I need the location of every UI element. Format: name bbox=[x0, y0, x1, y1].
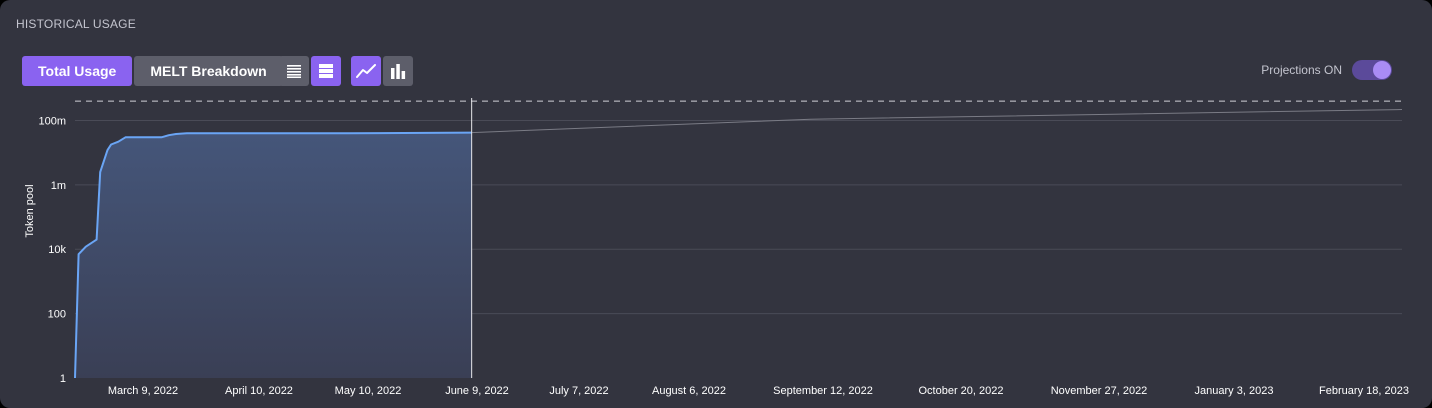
y-axis-title: Token pool bbox=[24, 184, 36, 237]
y-tick-label: 1m bbox=[51, 180, 66, 192]
projections-control: Projections ON bbox=[1261, 60, 1392, 80]
x-tick-label: September 12, 2022 bbox=[773, 385, 873, 397]
line-chart-button[interactable] bbox=[351, 56, 381, 86]
tab-melt-breakdown[interactable]: MELT Breakdown bbox=[134, 56, 283, 86]
toggle-knob bbox=[1373, 61, 1391, 79]
y-tick-label: 100m bbox=[38, 115, 66, 127]
list-view-button[interactable] bbox=[279, 56, 309, 86]
x-tick-label: May 10, 2022 bbox=[335, 385, 402, 397]
list-view-icon bbox=[287, 65, 301, 78]
projection-line bbox=[471, 109, 1403, 134]
x-tick-label: July 7, 2022 bbox=[549, 385, 608, 397]
chart-area bbox=[74, 98, 1403, 379]
chart-axes: 1 100 10k 1m 100m March 9, 2022 April 10, 2022… bbox=[38, 115, 1408, 397]
usage-tabs: Total Usage MELT Breakdown bbox=[22, 56, 283, 86]
y-tick-label: 10k bbox=[48, 244, 66, 256]
bar-chart-button[interactable] bbox=[383, 56, 413, 86]
projections-label: Projections ON bbox=[1261, 63, 1342, 77]
projections-toggle[interactable] bbox=[1352, 60, 1392, 80]
actual-usage-area bbox=[75, 132, 472, 378]
x-tick-label: January 3, 2023 bbox=[1195, 385, 1274, 397]
x-tick-label: August 6, 2022 bbox=[652, 385, 726, 397]
stacked-view-button[interactable] bbox=[311, 56, 341, 86]
tab-total-usage[interactable]: Total Usage bbox=[22, 56, 133, 86]
x-tick-label: October 20, 2022 bbox=[918, 385, 1003, 397]
stacked-view-icon bbox=[319, 64, 333, 78]
x-tick-label: February 18, 2023 bbox=[1319, 385, 1409, 397]
view-toggle-group bbox=[279, 56, 341, 86]
x-tick-label: April 10, 2022 bbox=[225, 385, 293, 397]
y-tick-label: 1 bbox=[60, 373, 66, 385]
line-chart-icon bbox=[356, 64, 376, 78]
actual-usage-line bbox=[74, 131, 472, 379]
chart-type-toggle-group bbox=[351, 56, 413, 86]
bar-chart-icon bbox=[391, 64, 406, 79]
y-tick-label: 100 bbox=[48, 309, 66, 321]
x-tick-label: June 9, 2022 bbox=[445, 385, 509, 397]
x-tick-label: November 27, 2022 bbox=[1051, 385, 1148, 397]
panel-title: HISTORICAL USAGE bbox=[16, 17, 136, 31]
x-tick-label: March 9, 2022 bbox=[108, 385, 178, 397]
